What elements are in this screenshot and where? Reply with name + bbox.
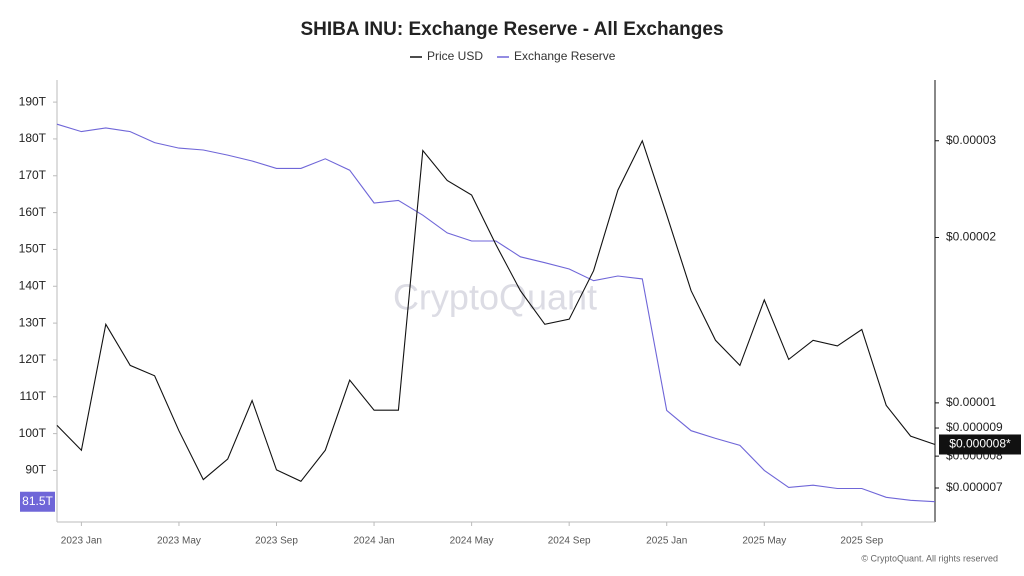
x-tick-label: 2023 Jan	[61, 536, 102, 547]
x-tick-label: 2025 May	[742, 536, 786, 547]
footer: © CryptoQuant. All rights reserved	[861, 553, 998, 563]
y-tick-label: 160T	[19, 205, 47, 219]
x-tick-label: 2024 Sep	[548, 536, 591, 547]
y-tick-label: 90T	[25, 463, 46, 477]
series-line	[56, 123, 936, 503]
y-tick-label: 100T	[19, 426, 47, 440]
y-tick-label: 110T	[20, 389, 47, 403]
x-tick-label: 2024 May	[450, 536, 494, 547]
x-tick-label: 2025 Sep	[840, 536, 883, 547]
y2-tick-label: $0.000009	[946, 420, 1003, 434]
y-tick-label: 120T	[19, 352, 47, 366]
x-tick-label: 2025 Jan	[646, 536, 687, 547]
x-tick-label: 2023 May	[157, 536, 201, 547]
chart-title: SHIBA INU: Exchange Reserve - All Exchan…	[300, 19, 723, 40]
x-tick-label: 2023 Sep	[255, 536, 298, 547]
y2-tick-label: $0.00003	[946, 133, 996, 147]
y-tick-label: 190T	[19, 94, 47, 108]
y2-tick-label: $0.00002	[946, 230, 996, 244]
legend-label: Exchange Reserve	[514, 49, 616, 63]
y-tick-label: 180T	[19, 131, 47, 145]
y-tick-label: 170T	[19, 168, 47, 182]
y-tick-label: 130T	[19, 315, 47, 329]
watermark: CryptoQuant	[393, 277, 597, 318]
current-value-label: $0.000008*	[949, 437, 1011, 451]
y2-tick-label: $0.00001	[946, 395, 996, 409]
y-tick-label: 140T	[19, 278, 47, 292]
current-value-label: 81.5T	[22, 494, 53, 508]
legend-label: Price USD	[427, 49, 483, 63]
y-tick-label: 150T	[19, 242, 47, 256]
y2-tick-label: $0.000007	[946, 480, 1003, 494]
current-value-box	[20, 491, 55, 512]
current-value-box	[939, 434, 1021, 455]
series-line	[56, 139, 936, 482]
x-tick-label: 2024 Jan	[353, 536, 394, 547]
